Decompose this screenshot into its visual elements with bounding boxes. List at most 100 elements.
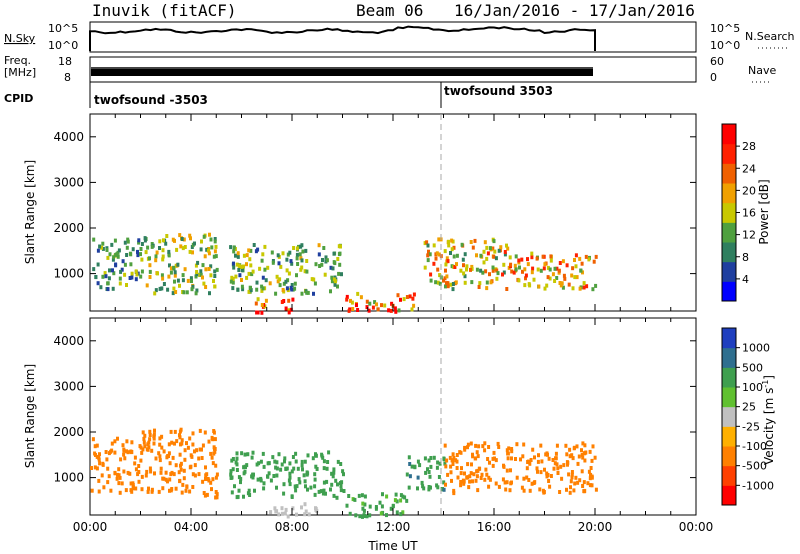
data-point [213,249,217,254]
data-point [242,264,245,269]
data-point [345,503,349,508]
data-point [286,514,290,519]
data-point [179,463,182,468]
data-point [332,467,336,472]
data-point [547,479,551,483]
data-point [572,488,576,493]
data-point [183,457,187,462]
data-point [133,461,137,466]
data-point [270,250,274,255]
data-point [487,445,491,449]
data-point [482,249,486,254]
data-point [126,239,130,244]
data-point [505,243,508,248]
data-point [98,244,102,249]
data-point [200,456,204,460]
data-point [535,466,539,471]
data-point [493,456,496,461]
data-point [182,290,186,295]
data-point [162,238,165,243]
colorbar-segment [722,387,736,408]
data-point [159,466,163,471]
data-point [482,260,486,265]
data-point [428,474,432,479]
colorbar-segment [722,406,736,427]
data-point [484,269,488,274]
data-point [455,466,459,470]
data-point [284,279,288,284]
data-point [175,439,179,444]
data-point [213,284,217,289]
data-point [405,472,409,477]
data-point [446,281,450,286]
data-point [281,288,285,292]
y-tick-label: 2000 [53,221,84,235]
data-point [180,237,184,241]
data-point [202,281,206,286]
data-point [98,452,101,457]
data-point [446,259,450,264]
data-point [325,479,329,484]
data-point [243,464,247,469]
data-point [140,257,144,262]
cpid-entry-1: twofsound -3503 [94,93,208,107]
data-point [275,473,279,478]
data-point [250,455,254,460]
data-point [288,471,292,476]
data-point [438,461,442,466]
data-point [528,283,532,288]
data-point [450,458,454,463]
data-point [117,473,121,478]
data-point [285,286,289,291]
data-point [586,481,590,486]
data-point [130,440,134,445]
data-point [594,254,598,259]
data-point [168,488,171,493]
data-point [432,261,436,266]
data-point [237,488,241,493]
data-point [115,252,119,257]
data-point [336,257,340,261]
data-point [510,449,514,454]
data-point [185,290,189,295]
data-point [268,281,272,286]
data-point [290,469,294,474]
data-point [410,464,414,469]
data-point [136,249,139,254]
data-point [91,437,95,442]
data-point [317,252,321,257]
data-point [484,467,488,472]
data-point [368,504,372,509]
data-point [530,481,534,486]
data-point [155,250,159,255]
data-point [294,488,298,493]
data-point [275,274,279,279]
data-point [530,251,534,256]
data-point [448,455,452,460]
data-point [134,486,138,491]
y-tick-label: 4000 [53,130,84,144]
data-point [106,480,110,485]
data-point [295,252,299,257]
data-point [553,279,557,283]
data-point [451,287,455,292]
data-point [145,283,149,288]
data-point [575,275,579,280]
data-point [147,445,151,450]
data-point [559,283,563,288]
data-point [95,443,99,448]
data-point [97,455,101,460]
data-point [176,262,180,267]
colorbar-tick-label: 16 [742,207,756,220]
data-point [522,476,526,481]
data-point [236,287,240,292]
data-point [324,491,327,496]
data-point [358,514,362,519]
data-point [212,279,215,283]
data-point [473,238,477,243]
data-point [531,447,535,452]
y-tick-label: 3000 [53,175,84,189]
data-point [465,267,468,272]
data-point [487,475,491,480]
data-point [512,270,516,275]
